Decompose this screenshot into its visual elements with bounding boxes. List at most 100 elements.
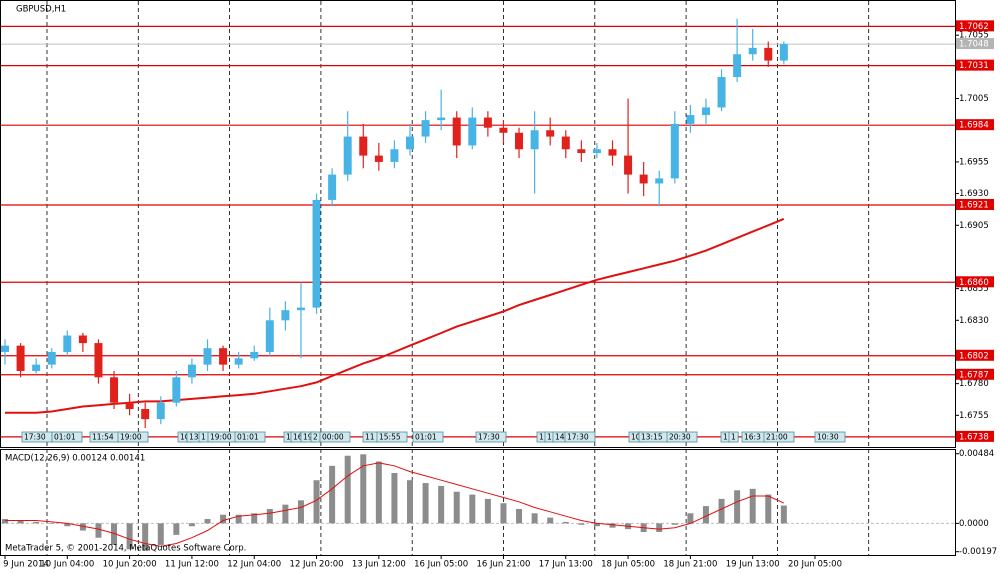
x-tick-label: 12 Jun 04:00 (227, 560, 281, 570)
candle-body (296, 307, 305, 311)
event-label: 21:00 (766, 433, 788, 442)
event-marker (814, 431, 846, 443)
candle-body (655, 178, 664, 184)
candle-body (47, 351, 56, 365)
candle-body (16, 345, 25, 371)
level-label: 1.6802 (959, 351, 989, 361)
main-panel (0, 0, 956, 448)
event-label: 01:01 (415, 433, 437, 442)
event-label: 1 (286, 433, 291, 442)
macd-bar (484, 498, 491, 524)
macd-bar (687, 513, 694, 524)
level-label: 1.6860 (959, 278, 989, 288)
candle-body (141, 408, 150, 420)
macd-bar (266, 508, 273, 524)
candle-body (156, 402, 165, 420)
macd-bar (531, 513, 538, 524)
y-tick-label: 1.6955 (959, 157, 989, 167)
last-price-label: 1.7048 (959, 40, 989, 50)
candle-body (483, 117, 492, 128)
candle-body (421, 120, 430, 137)
x-tick-label: 11 Jun 12:00 (165, 560, 219, 570)
macd-bar (188, 523, 195, 527)
symbol-title: GBPUSD,H1 (16, 5, 66, 15)
macd-bar (48, 523, 55, 524)
event-marker (763, 431, 795, 443)
event-label: 19:00 (120, 433, 142, 442)
y-tick-label: 1.6855 (959, 284, 989, 294)
macd-bar (469, 494, 476, 524)
macd-bar (516, 508, 523, 524)
event-marker (319, 431, 351, 443)
level-box (956, 430, 994, 442)
event-label: 2 (313, 433, 318, 442)
event-label: 15:55 (379, 433, 401, 442)
x-tick-label: 18 Jun 05:00 (601, 560, 655, 570)
macd-bar (235, 514, 242, 524)
macd-bar (656, 523, 663, 532)
candle-body (110, 377, 119, 403)
macd-bar (360, 454, 367, 524)
candle-body (63, 335, 72, 352)
candle-body (639, 174, 648, 184)
candle-body (172, 377, 181, 403)
candle-body (281, 310, 290, 321)
candle-body (452, 117, 461, 146)
candle-body (748, 47, 757, 55)
x-tick-label: 9 Jun 2014 (3, 560, 49, 570)
macd-bar (2, 519, 8, 524)
level-label: 1.7062 (959, 22, 989, 32)
macd-bar (438, 485, 445, 524)
candle-body (701, 107, 710, 116)
candle-body (374, 155, 383, 162)
candle-body (359, 136, 368, 156)
candle-body (577, 149, 586, 154)
event-label: 19:00 (210, 433, 232, 442)
y-tick-label: 0.00484 (959, 449, 994, 459)
candle-body (717, 77, 726, 108)
last-price-box (956, 38, 994, 50)
signal-line (5, 462, 785, 547)
event-label: 14 (555, 433, 565, 442)
level-label: 1.7031 (959, 61, 989, 71)
y-tick-label: 0.0000 (959, 519, 989, 529)
x-tick-label: 20 Jun 05:00 (788, 560, 842, 570)
candle-body (406, 136, 414, 150)
event-marker (234, 431, 266, 443)
x-tick-label: 17 Jun 13:00 (539, 560, 593, 570)
candle-body (219, 348, 228, 365)
macd-bar (126, 523, 133, 550)
y-tick-label: 1.7055 (959, 31, 989, 41)
macd-bar (407, 480, 413, 524)
y-tick-label: -0.00197 (959, 547, 997, 557)
level-box (956, 368, 994, 380)
candle-body (32, 364, 41, 371)
macd-bar (609, 523, 616, 528)
macd-bar (313, 480, 320, 524)
level-label: 1.6921 (959, 200, 989, 210)
candle-body (234, 358, 243, 365)
macd-bar (297, 500, 304, 524)
candle-body (515, 132, 524, 150)
x-tick-label: 10 Jun 04:00 (40, 560, 94, 570)
y-tick-label: 1.6755 (959, 411, 989, 421)
macd-bar (111, 523, 118, 545)
event-label: 1 (723, 433, 728, 442)
macd-bar (142, 523, 149, 551)
event-label: 1 (547, 433, 552, 442)
macd-bar (220, 514, 227, 524)
y-tick-label: 1.6930 (959, 189, 989, 199)
event-label: 13:15 (641, 433, 663, 442)
event-label: 13 (189, 433, 199, 442)
candle-body (561, 136, 570, 150)
macd-bar (95, 523, 102, 538)
event-marker (666, 431, 698, 443)
candle-body (468, 117, 477, 146)
event-label: 01:01 (54, 433, 76, 442)
event-marker (376, 431, 408, 443)
macd-bar (329, 465, 336, 524)
event-label: 17:30 (24, 433, 46, 442)
event-label: 17:30 (478, 433, 500, 442)
level-label: 1.6984 (959, 121, 989, 131)
candle-body (764, 47, 773, 61)
